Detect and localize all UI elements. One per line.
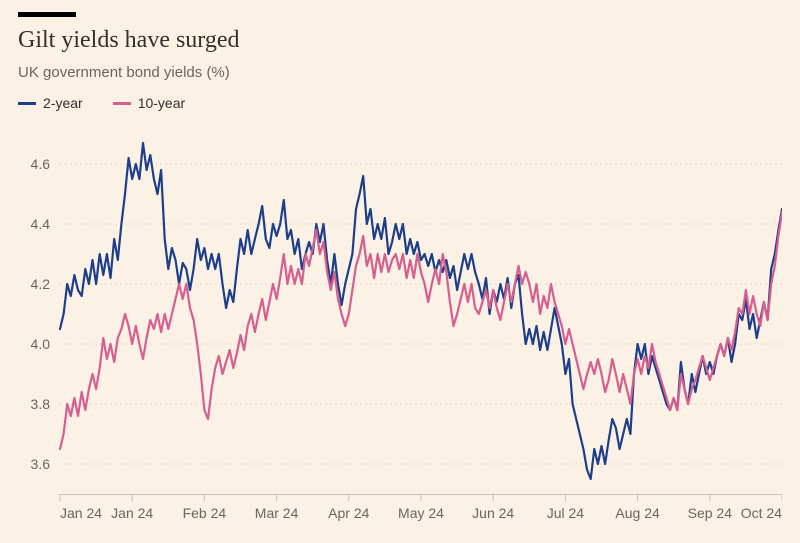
y-tick-label: 4.2 <box>31 276 51 292</box>
chart-container: Gilt yields have surged UK government bo… <box>0 0 800 543</box>
legend-item-2-year: 2-year <box>18 95 83 111</box>
y-tick-label: 4.4 <box>31 216 51 232</box>
series-line-10-year <box>60 212 782 449</box>
series-line-2-year <box>60 143 782 479</box>
y-tick-label: 4.0 <box>31 336 51 352</box>
x-tick-label: Oct 24 <box>741 505 782 521</box>
legend-label: 10-year <box>138 95 185 111</box>
y-tick-label: 3.6 <box>31 456 51 472</box>
legend-swatch <box>113 102 131 105</box>
x-tick-label: Apr 24 <box>328 505 369 521</box>
chart-title: Gilt yields have surged <box>18 27 782 54</box>
chart-plot-area: 3.6 3.8 4.0 4.2 4.4 4.6 Jan 24 Jan 24 Feb 24 Mar … <box>18 134 782 531</box>
legend: 2-year 10-year <box>18 95 782 111</box>
x-tick-label: Mar 24 <box>255 505 299 521</box>
legend-item-10-year: 10-year <box>113 95 185 111</box>
y-tick-label: 3.8 <box>31 396 51 412</box>
legend-swatch <box>18 102 36 105</box>
legend-label: 2-year <box>43 95 83 111</box>
x-tick-label: Jul 24 <box>547 505 585 521</box>
x-tick-label: Feb 24 <box>183 505 227 521</box>
x-tick-label: Sep 24 <box>688 505 733 521</box>
x-tick-label: Jun 24 <box>472 505 514 521</box>
x-tick-label: May 24 <box>398 505 444 521</box>
x-tick-label: Jan 24 <box>111 505 153 521</box>
x-tick-label: Aug 24 <box>615 505 660 521</box>
x-tick-label: Jan 24 <box>60 505 102 521</box>
chart-subtitle: UK government bond yields (%) <box>18 64 782 81</box>
line-chart-svg: 3.6 3.8 4.0 4.2 4.4 4.6 Jan 24 Jan 24 Feb 24 Mar … <box>18 134 782 531</box>
y-tick-label: 4.6 <box>31 156 51 172</box>
top-rule <box>18 12 76 17</box>
